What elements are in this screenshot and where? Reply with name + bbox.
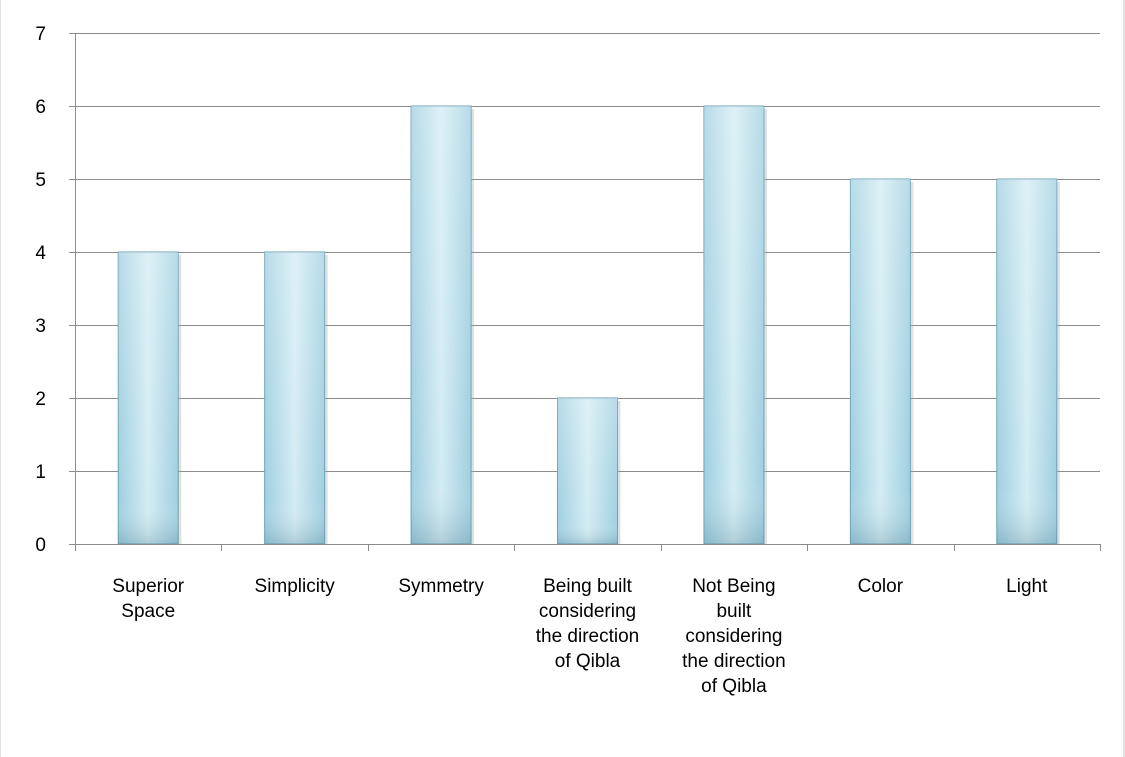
bar-gloss [996, 179, 1057, 544]
bar-gloss [703, 106, 764, 544]
y-tick-label: 4 [35, 243, 46, 264]
bar-gloss [557, 398, 618, 544]
x-category-label-line: built [716, 601, 752, 622]
x-category-label-line: Superior [112, 576, 184, 597]
bar-gloss [264, 252, 325, 544]
x-category-label-line: the direction [536, 626, 640, 647]
x-category-label-line: Color [858, 576, 904, 597]
x-category-label-line: of Qibla [555, 651, 621, 672]
x-category-label: Simplicity [255, 576, 336, 597]
y-tick-label: 2 [35, 389, 46, 410]
x-category-label-line: Light [1006, 576, 1048, 597]
x-category-label: Superior Space [112, 576, 184, 622]
category-labels: Superior Space Simplicity Symmetry Being bui… [112, 576, 1048, 697]
x-category-label-line: Not Being [692, 576, 775, 597]
x-category-label-line: considering [685, 626, 782, 647]
y-tick-label: 1 [35, 462, 46, 483]
y-tick-label: 0 [35, 535, 46, 556]
x-category-label-line: Being built [543, 576, 632, 597]
y-tick-label: 3 [35, 316, 46, 337]
x-category-label: Light [1006, 576, 1048, 597]
x-category-label-line: Space [121, 601, 175, 622]
y-tick-label: 5 [35, 170, 46, 191]
x-category-label: Being built considering the direction of Qi… [536, 576, 640, 672]
x-category-label-line: Symmetry [398, 576, 484, 597]
y-tick-labels: 0 1 2 3 4 5 6 7 [35, 24, 46, 556]
bars [117, 105, 1060, 545]
x-category-label-line: the direction [682, 651, 786, 672]
x-category-label-line: considering [539, 601, 636, 622]
x-category-label: Not Being built considering the direction of… [682, 576, 786, 697]
x-category-label-line: Simplicity [255, 576, 336, 597]
axes [69, 33, 1101, 551]
bar-gloss [118, 252, 179, 544]
bar-gloss [850, 179, 911, 544]
x-category-label-line: of Qibla [701, 676, 767, 697]
x-category-label: Color [858, 576, 904, 597]
x-category-label: Symmetry [398, 576, 484, 597]
y-tick-label: 6 [35, 97, 46, 118]
y-tick-label: 7 [35, 24, 46, 45]
bar-gloss [411, 106, 472, 544]
